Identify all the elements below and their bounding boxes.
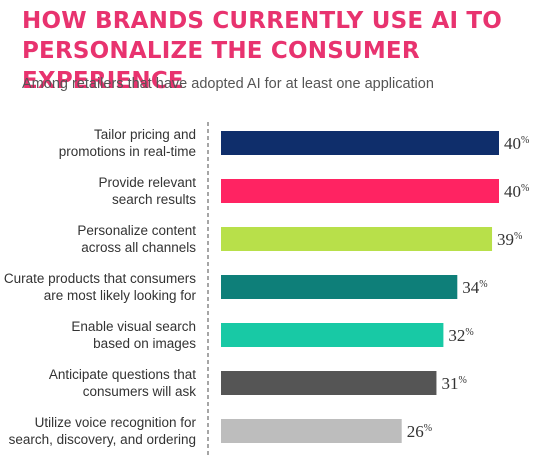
value-label: 32% [448, 326, 473, 345]
value-label: 40% [504, 134, 529, 153]
value-label: 31% [441, 374, 466, 393]
chart-subtitle: Among retailers that have adopted AI for… [22, 76, 434, 92]
bar [221, 227, 493, 251]
value-label: 34% [462, 278, 487, 297]
category-label: Tailor pricing and promotions in real-tim… [59, 127, 196, 159]
bar [221, 131, 499, 155]
value-label: 26% [407, 422, 432, 441]
category-label: Curate products that consumers are most l… [4, 271, 197, 303]
bar [221, 371, 437, 395]
category-label: Personalize content across all channels [77, 223, 196, 255]
bar [221, 179, 499, 203]
category-label: Enable visual search based on images [71, 319, 196, 351]
category-label: Anticipate questions that consumers will … [49, 367, 196, 399]
bar [221, 419, 402, 443]
category-label: Utilize voice recognition for search, dis… [9, 415, 197, 447]
category-label: Provide relevant search results [98, 175, 196, 207]
value-label: 40% [504, 182, 529, 201]
chart-title: HOW BRANDS CURRENTLY USE AI TO PERSONALI… [22, 8, 503, 94]
bar [221, 275, 458, 299]
bar [221, 323, 444, 347]
value-label: 39% [497, 230, 522, 249]
